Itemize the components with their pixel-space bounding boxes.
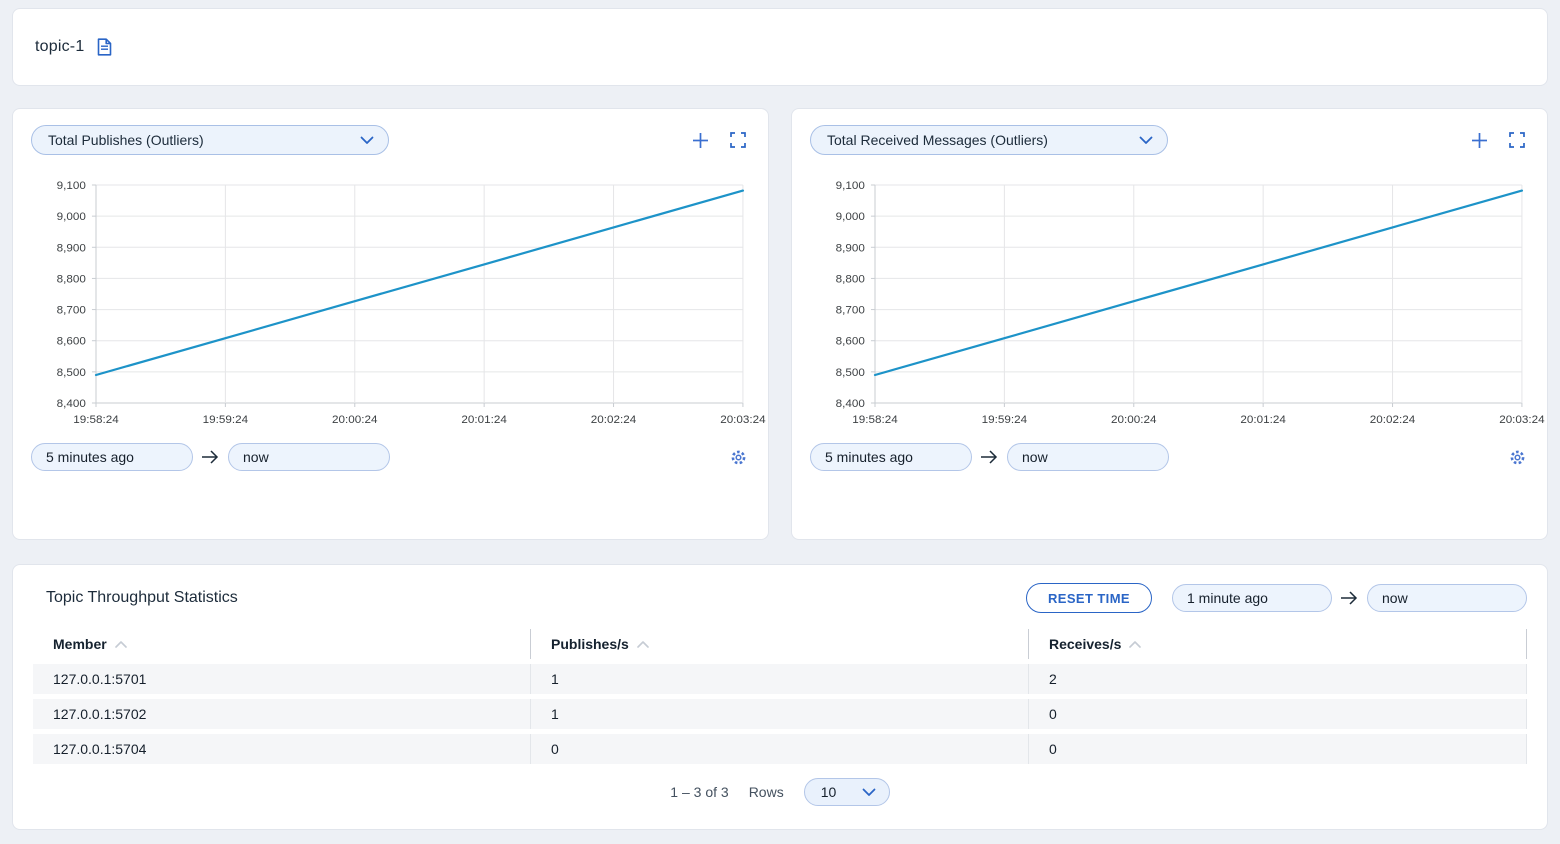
svg-text:8,400: 8,400 [836,398,865,410]
time-to-input[interactable] [1007,443,1169,471]
rows-per-page-label: Rows [748,784,784,800]
time-from-input[interactable] [810,443,972,471]
chart-header: Total Received Messages (Outliers) [810,125,1527,155]
svg-text:8,900: 8,900 [57,242,86,254]
svg-text:19:59:24: 19:59:24 [203,414,249,426]
svg-text:20:00:24: 20:00:24 [1111,414,1157,426]
table-row[interactable]: 127.0.0.1:5701 1 2 [33,664,1527,694]
svg-text:8,600: 8,600 [57,336,86,348]
time-to-input[interactable] [228,443,390,471]
pagination: 1 – 3 of 3 Rows 10 [33,778,1527,806]
svg-text:20:00:24: 20:00:24 [332,414,378,426]
svg-text:9,000: 9,000 [57,211,86,223]
table-cell: 127.0.0.1:5702 [53,706,147,722]
svg-text:8,700: 8,700 [836,305,865,317]
table-row[interactable]: 127.0.0.1:5702 1 0 [33,699,1527,729]
chevron-down-icon [1139,136,1153,145]
pagination-range: 1 – 3 of 3 [670,784,729,800]
stats-title: Topic Throughput Statistics [46,589,238,606]
stats-header: Topic Throughput Statistics RESET TIME [33,583,1527,613]
svg-text:8,500: 8,500 [57,367,86,379]
table-cell: 127.0.0.1:5704 [53,741,147,757]
svg-text:20:03:24: 20:03:24 [1499,414,1545,426]
chart-toolbar [692,132,748,149]
table-cell: 127.0.0.1:5701 [53,671,147,687]
throughput-table: Member Publishes/s Receives/s 127.0.0.1:… [33,629,1527,764]
expand-icon[interactable] [730,132,746,148]
svg-text:19:58:24: 19:58:24 [852,414,898,426]
table-cell: 1 [530,699,1028,729]
svg-text:8,900: 8,900 [836,242,865,254]
metric-select-label: Total Received Messages (Outliers) [827,132,1048,148]
page-title: topic-1 [35,38,85,55]
table-cell: 0 [1028,699,1526,729]
svg-text:20:02:24: 20:02:24 [1370,414,1416,426]
svg-text:19:58:24: 19:58:24 [73,414,119,426]
stats-time-from-input[interactable] [1172,584,1332,612]
metric-select-publishes[interactable]: Total Publishes (Outliers) [31,125,389,155]
chart-card-received: Total Received Messages (Outliers) 8,400… [791,108,1548,540]
plus-icon[interactable] [692,132,709,149]
svg-text:8,700: 8,700 [57,305,86,317]
reset-time-button[interactable]: RESET TIME [1025,583,1152,613]
time-from-input[interactable] [31,443,193,471]
rows-per-page-value: 10 [820,784,837,800]
gear-icon[interactable] [1508,448,1527,467]
chevron-up-icon [1129,640,1142,648]
svg-text:20:03:24: 20:03:24 [720,414,766,426]
table-cell: 2 [1028,664,1526,694]
svg-text:20:01:24: 20:01:24 [1240,414,1286,426]
chevron-up-icon [114,640,127,648]
svg-text:9,100: 9,100 [836,180,865,192]
expand-icon[interactable] [1509,132,1525,148]
svg-text:20:02:24: 20:02:24 [591,414,637,426]
column-header-publishes[interactable]: Publishes/s [530,629,1028,659]
svg-text:8,800: 8,800 [836,273,865,285]
svg-text:8,400: 8,400 [57,398,86,410]
arrow-right-icon [980,449,999,465]
table-header-row: Member Publishes/s Receives/s [33,629,1527,659]
table-cell: 0 [530,734,1028,764]
chart-toolbar [1471,132,1527,149]
svg-text:19:59:24: 19:59:24 [982,414,1028,426]
arrow-right-icon [201,449,220,465]
table-cell: 0 [1028,734,1526,764]
svg-text:8,600: 8,600 [836,336,865,348]
rows-per-page-select[interactable]: 10 [803,778,890,806]
table-row[interactable]: 127.0.0.1:5704 0 0 [33,734,1527,764]
table-body: 127.0.0.1:5701 1 2 127.0.0.1:5702 1 0 127.0.0.… [33,664,1527,764]
stats-time-controls: RESET TIME [1025,583,1527,613]
document-icon[interactable] [95,37,114,57]
metric-select-label: Total Publishes (Outliers) [48,132,204,148]
column-header-receives[interactable]: Receives/s [1028,629,1526,659]
svg-text:8,500: 8,500 [836,367,865,379]
topic-header-panel: topic-1 [12,8,1548,86]
metric-select-received[interactable]: Total Received Messages (Outliers) [810,125,1168,155]
svg-text:8,800: 8,800 [57,273,86,285]
chevron-down-icon [862,788,876,797]
chart-footer [810,443,1527,471]
column-header-member[interactable]: Member [33,629,530,659]
svg-text:9,000: 9,000 [836,211,865,223]
charts-row: Total Publishes (Outliers) 8,400 8,500 8,6… [12,108,1548,540]
plus-icon[interactable] [1471,132,1488,149]
chevron-down-icon [360,136,374,145]
chart-card-publishes: Total Publishes (Outliers) 8,400 8,500 8,6… [12,108,769,540]
stats-time-to-input[interactable] [1367,584,1527,612]
throughput-stats-panel: Topic Throughput Statistics RESET TIME M… [12,564,1548,830]
gear-icon[interactable] [729,448,748,467]
svg-text:9,100: 9,100 [57,180,86,192]
line-chart-received: 8,400 8,500 8,600 8,700 8,800 8,900 9,000 9,100… [836,180,1546,426]
chart-footer [31,443,748,471]
chevron-up-icon [637,640,649,648]
chart-header: Total Publishes (Outliers) [31,125,748,155]
svg-text:20:01:24: 20:01:24 [461,414,507,426]
table-cell: 1 [530,664,1028,694]
arrow-right-icon [1340,590,1359,606]
line-chart-publishes: 8,400 8,500 8,600 8,700 8,800 8,900 9,000 9,100… [57,180,767,426]
